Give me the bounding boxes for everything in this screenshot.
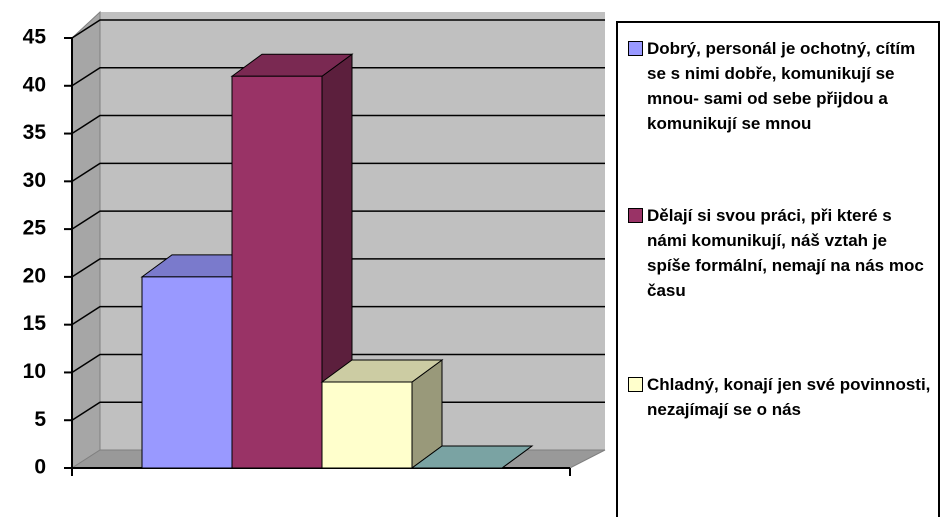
grid-line xyxy=(71,210,605,230)
legend-label: Dobrý, personál je ochotný, cítím se s n… xyxy=(647,39,916,133)
y-tick-label: 0 xyxy=(34,456,46,479)
bar xyxy=(141,276,233,469)
y-tick-label: 40 xyxy=(23,73,46,96)
legend-label: Chladný, konají jen své povinnosti, neza… xyxy=(647,375,931,419)
grid-line xyxy=(71,67,605,87)
legend-item: Chladný, konají jen své povinnosti, neza… xyxy=(628,372,933,422)
y-tick-label: 15 xyxy=(23,312,47,335)
bar-top xyxy=(410,445,534,469)
legend-swatch xyxy=(628,208,643,223)
side-wall xyxy=(71,10,101,469)
grid-line xyxy=(71,353,605,374)
grid-line xyxy=(71,114,605,135)
legend-item: Dělají si svou práci, při které s námi k… xyxy=(628,203,933,303)
y-tick-label: 35 xyxy=(23,121,47,144)
grid-line xyxy=(71,162,605,182)
y-tick-label: 30 xyxy=(23,169,46,192)
y-tick-label: 45 xyxy=(23,26,47,49)
bar xyxy=(321,381,413,469)
bar xyxy=(231,75,323,469)
legend-swatch xyxy=(628,41,643,56)
legend-label: Dělají si svou práci, při které s námi k… xyxy=(647,206,924,300)
y-tick-label: 10 xyxy=(23,360,46,383)
grid-line xyxy=(71,258,605,278)
y-tick-label: 20 xyxy=(23,264,46,287)
grid-line xyxy=(71,305,605,326)
legend-item: Dobrý, personál je ochotný, cítím se s n… xyxy=(628,36,933,136)
legend-box xyxy=(616,21,940,517)
legend-swatch xyxy=(628,377,643,392)
y-tick-label: 5 xyxy=(34,408,46,431)
grid-line xyxy=(71,19,605,39)
y-tick-label: 25 xyxy=(23,217,47,240)
